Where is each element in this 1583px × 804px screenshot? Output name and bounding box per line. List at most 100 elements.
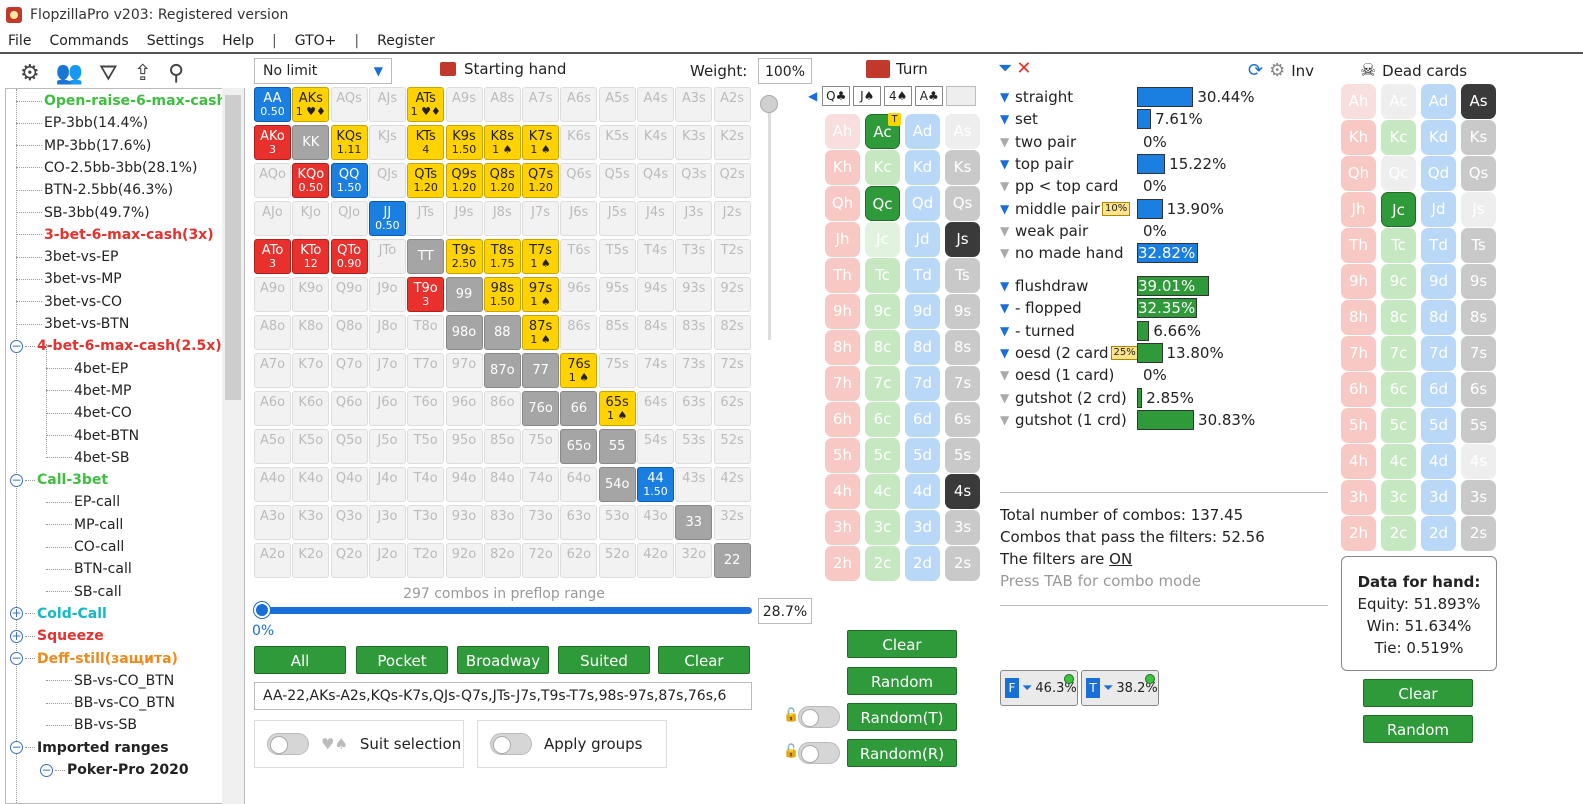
turn-card[interactable]: As: [945, 114, 980, 149]
turn-filter-badge[interactable]: T ⏷ 38.2%: [1081, 670, 1159, 706]
collapse-icon[interactable]: −: [10, 651, 23, 665]
hand-cell[interactable]: Q9s 1.20: [445, 163, 483, 198]
dead-card[interactable]: Ts: [1461, 228, 1496, 263]
hand-cell[interactable]: 32o: [675, 543, 713, 578]
dead-card[interactable]: 8h: [1341, 300, 1376, 335]
clear-filter-icon[interactable]: ✕: [1016, 58, 1032, 79]
hand-cell[interactable]: 96s: [560, 277, 598, 312]
hand-cell[interactable]: J9s: [445, 201, 483, 236]
turn-card[interactable]: 7c: [865, 366, 900, 401]
hand-cell[interactable]: 87s 1 ♠: [522, 315, 560, 350]
hand-cell[interactable]: Q7s 1.20: [522, 163, 560, 198]
turn-card[interactable]: Tc: [865, 258, 900, 293]
tree-item[interactable]: 4bet-SB: [40, 447, 129, 469]
hand-cell[interactable]: 93o: [445, 505, 483, 540]
hand-cell[interactable]: QTs 1.20: [407, 163, 445, 198]
menu-register[interactable]: Register: [377, 33, 435, 49]
tree-item[interactable]: 3bet-vs-CO: [10, 291, 122, 313]
turn-card[interactable]: Ts: [945, 258, 980, 293]
hand-cell[interactable]: QJo: [330, 201, 368, 236]
turn-card[interactable]: 2c: [865, 546, 900, 581]
hand-cell[interactable]: AJo: [254, 201, 291, 236]
hand-cell[interactable]: KK: [292, 125, 330, 160]
suit-selection-toggle[interactable]: [267, 733, 309, 755]
stat-row[interactable]: ▼ gutshot (2 crd): [1000, 387, 1127, 409]
hand-cell[interactable]: Q2s: [713, 163, 751, 198]
hand-cell[interactable]: K6s: [560, 125, 598, 160]
hand-cell[interactable]: JTs: [407, 201, 445, 236]
hand-cell[interactable]: KJo: [292, 201, 330, 236]
dead-card[interactable]: Js: [1461, 192, 1496, 227]
turn-card[interactable]: 5h: [825, 438, 860, 473]
turn-card[interactable]: Ad: [905, 114, 940, 149]
hand-cell[interactable]: AKo 3: [254, 125, 291, 160]
hand-cell[interactable]: Q8o: [330, 315, 368, 350]
filter-icon[interactable]: ▼: [1000, 301, 1010, 316]
turn-random-button[interactable]: Random: [847, 667, 957, 695]
hand-cell[interactable]: 75o: [522, 429, 560, 464]
hand-cell[interactable]: K5s: [598, 125, 636, 160]
turn-card[interactable]: Ks: [945, 150, 980, 185]
hand-cell[interactable]: 66: [560, 391, 598, 426]
hand-cell[interactable]: 44 1.50: [637, 467, 674, 502]
hand-cell[interactable]: 95o: [445, 429, 483, 464]
dead-card[interactable]: 6h: [1341, 372, 1376, 407]
board-card-5[interactable]: [946, 86, 977, 106]
random-r-button[interactable]: Random(R): [847, 739, 957, 767]
tree-item[interactable]: − Call-3bet: [10, 469, 108, 491]
turn-card[interactable]: Ac T: [865, 113, 901, 149]
filters-state[interactable]: ON: [1109, 550, 1133, 568]
hand-cell[interactable]: 64o: [560, 467, 598, 502]
dead-card[interactable]: 5s: [1461, 408, 1496, 443]
stat-row[interactable]: ▼ oesd (1 card): [1000, 364, 1114, 386]
tree-item[interactable]: BTN-2.5bb(46.3%): [10, 179, 173, 201]
filter-icon[interactable]: ▼: [1000, 390, 1010, 405]
hand-cell[interactable]: Q5o: [330, 429, 368, 464]
filter-icon[interactable]: ▼: [1000, 112, 1010, 127]
hand-cell[interactable]: T7o: [407, 353, 445, 388]
hand-cell[interactable]: 97s 1 ♠: [522, 277, 560, 312]
hand-cell[interactable]: T3o: [407, 505, 445, 540]
filter-icon[interactable]: ▼: [1000, 90, 1010, 104]
hand-cell[interactable]: 92o: [445, 543, 483, 578]
turn-card[interactable]: 3s: [945, 510, 980, 545]
dead-card[interactable]: 5d: [1421, 408, 1456, 443]
menu-settings[interactable]: Settings: [146, 33, 205, 49]
dead-card[interactable]: Td: [1421, 228, 1456, 263]
hand-cell[interactable]: J2s: [713, 201, 751, 236]
dead-card[interactable]: 8c: [1381, 300, 1416, 335]
dead-card[interactable]: 5c: [1381, 408, 1416, 443]
tree-item[interactable]: SB-call: [40, 581, 122, 603]
hand-cell[interactable]: Q5s: [598, 163, 636, 198]
dead-card[interactable]: 4s: [1461, 444, 1496, 479]
hand-cell[interactable]: AQs: [330, 87, 368, 122]
refresh-icon[interactable]: ⟳: [1248, 60, 1264, 81]
dead-card[interactable]: Ad: [1421, 84, 1456, 119]
dead-card[interactable]: 4h: [1341, 444, 1376, 479]
hand-cell[interactable]: KQs 1.11: [330, 125, 368, 160]
hand-cell[interactable]: J9o: [368, 277, 406, 312]
hand-cell[interactable]: 98o: [445, 315, 483, 350]
dead-card[interactable]: Tc: [1381, 228, 1416, 263]
turn-card[interactable]: 9h: [825, 294, 860, 329]
hand-cell[interactable]: 52o: [598, 543, 636, 578]
turn-card[interactable]: Qh: [825, 186, 860, 221]
tree-item[interactable]: −4-bet-6-max-cash(2.5x): [10, 335, 222, 357]
hand-cell[interactable]: AKs 1 ♥♦: [292, 87, 330, 122]
random-t-toggle[interactable]: [798, 706, 840, 728]
hand-cell[interactable]: J6s: [560, 201, 598, 236]
turn-card[interactable]: 8s: [945, 330, 980, 365]
hand-cell[interactable]: KQo 0.50: [292, 163, 330, 198]
hand-cell[interactable]: Q7o: [330, 353, 368, 388]
turn-card[interactable]: 2s: [945, 546, 980, 581]
hand-cell[interactable]: A8s: [483, 87, 521, 122]
turn-card[interactable]: 4s: [945, 474, 980, 509]
turn-card[interactable]: 9s: [945, 294, 980, 329]
hand-cell[interactable]: Q3o: [330, 505, 368, 540]
hand-cell[interactable]: A4o: [254, 467, 291, 502]
hand-cell[interactable]: A2s: [713, 87, 751, 122]
hand-cell[interactable]: Q6s: [560, 163, 598, 198]
hand-cell[interactable]: 99: [445, 277, 483, 312]
turn-card[interactable]: 5s: [945, 438, 980, 473]
hand-cell[interactable]: 43s: [675, 467, 713, 502]
